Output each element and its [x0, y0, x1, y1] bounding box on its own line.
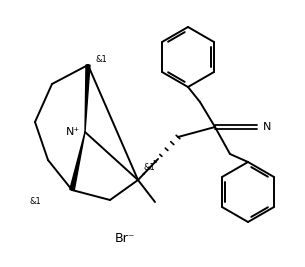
Text: &1: &1 — [30, 198, 42, 206]
Polygon shape — [85, 65, 90, 132]
Text: Br⁻: Br⁻ — [115, 233, 135, 245]
Text: N: N — [263, 122, 271, 132]
Text: N⁺: N⁺ — [66, 127, 80, 137]
Text: &1: &1 — [143, 163, 155, 171]
Text: &1: &1 — [95, 56, 107, 65]
Polygon shape — [70, 132, 85, 190]
